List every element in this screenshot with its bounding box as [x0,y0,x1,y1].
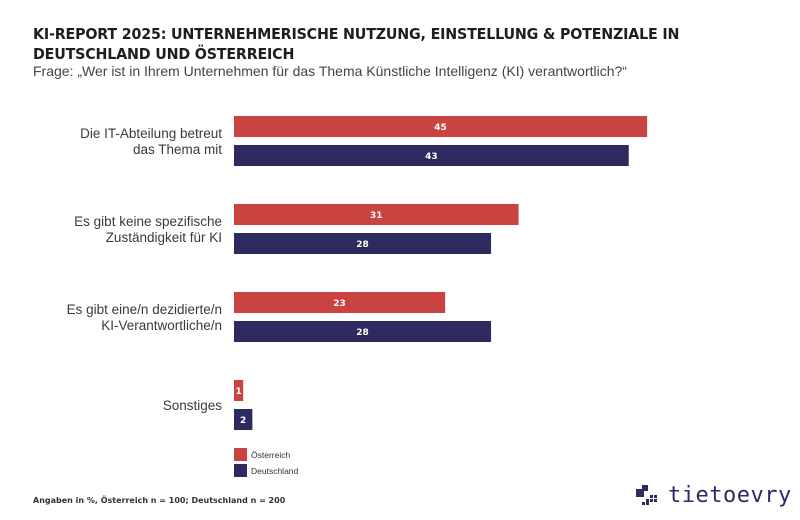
bar-deutschland [234,145,629,166]
legend-label: Österreich [251,450,290,460]
tietoevry-logo: tietoevry [636,480,792,510]
category-label: Es gibt eine/n dezidierte/n KI-Verantwort… [67,302,222,333]
bar-österreich [234,116,648,137]
logo-text: tietoevry [668,482,792,508]
data-label: 28 [356,328,369,338]
data-label: 2 [240,416,246,426]
logo-mark-icon [636,485,657,505]
legend-label: Deutschland [251,466,299,476]
data-label: 28 [356,240,369,250]
footnote: Angaben in %, Österreich n = 100; Deutsc… [33,496,286,505]
category-label: Sonstiges [163,398,223,413]
bar-deutschland [234,409,253,430]
data-label: 31 [370,211,383,221]
data-label: 43 [425,152,438,162]
data-label: 23 [333,299,346,309]
bar-österreich [234,292,446,313]
chart-subtitle: Frage: „Wer ist in Ihrem Unternehmen für… [33,63,627,79]
bar-österreich [234,380,244,401]
data-label: 1 [235,387,241,397]
bar-deutschland [234,321,492,342]
bar-deutschland [234,233,492,254]
chart-title: KI-REPORT 2025: UNTERNEHMERISCHE NUTZUNG… [33,25,680,63]
category-label: Die IT-Abteilung betreut das Thema mit [80,126,222,157]
legend-swatch [234,448,247,461]
bar-österreich [234,204,519,225]
legend-swatch [234,464,247,477]
category-label: Es gibt keine spezifische Zuständigkeit f… [74,214,222,245]
data-label: 45 [434,123,447,133]
